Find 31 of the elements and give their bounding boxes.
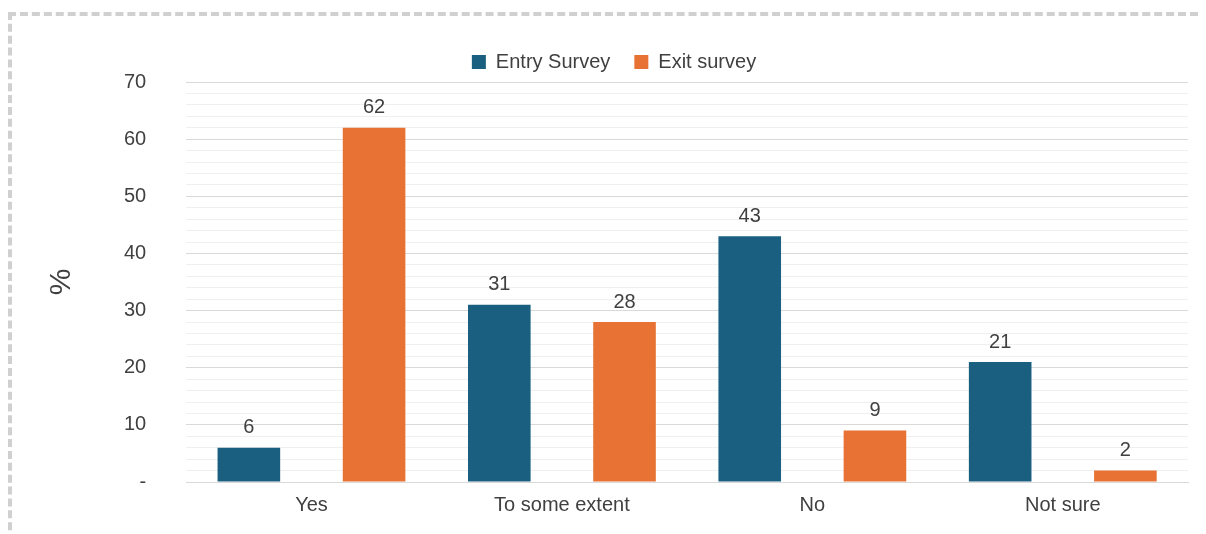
data-label: 62: [362, 95, 386, 118]
data-label: 2: [1119, 438, 1131, 461]
x-tick-label: Yes: [295, 492, 328, 515]
bar: [593, 322, 656, 482]
legend-label: Entry Survey: [495, 49, 611, 72]
y-tick-label: 40: [124, 240, 147, 263]
bar: [342, 127, 406, 482]
y-tick-label: 20: [124, 355, 147, 378]
y-tick-label: 60: [124, 126, 147, 149]
y-tick-label: 50: [124, 183, 147, 206]
data-label: 31: [488, 272, 511, 295]
y-tick-label: 10: [124, 412, 147, 435]
y-tick-label: -: [139, 469, 147, 492]
x-tick-label: No: [799, 492, 826, 515]
data-label: 28: [613, 289, 636, 312]
data-label: 21: [989, 329, 1012, 352]
x-tick-label: To some extent: [494, 492, 631, 515]
x-tick-label: Not sure: [1024, 492, 1101, 515]
bar: [718, 236, 782, 482]
bar: [968, 362, 1032, 482]
bar: [217, 447, 281, 482]
legend-label: Exit survey: [658, 49, 757, 72]
bar: [1094, 470, 1157, 482]
y-axis-title: %: [43, 268, 77, 296]
data-label: 9: [869, 398, 881, 421]
y-tick-label: 70: [124, 69, 147, 92]
data-label: 43: [738, 203, 761, 226]
y-tick-label: 30: [124, 298, 147, 321]
bar: [467, 304, 531, 482]
bar: [843, 430, 907, 482]
data-label: 6: [243, 415, 255, 438]
